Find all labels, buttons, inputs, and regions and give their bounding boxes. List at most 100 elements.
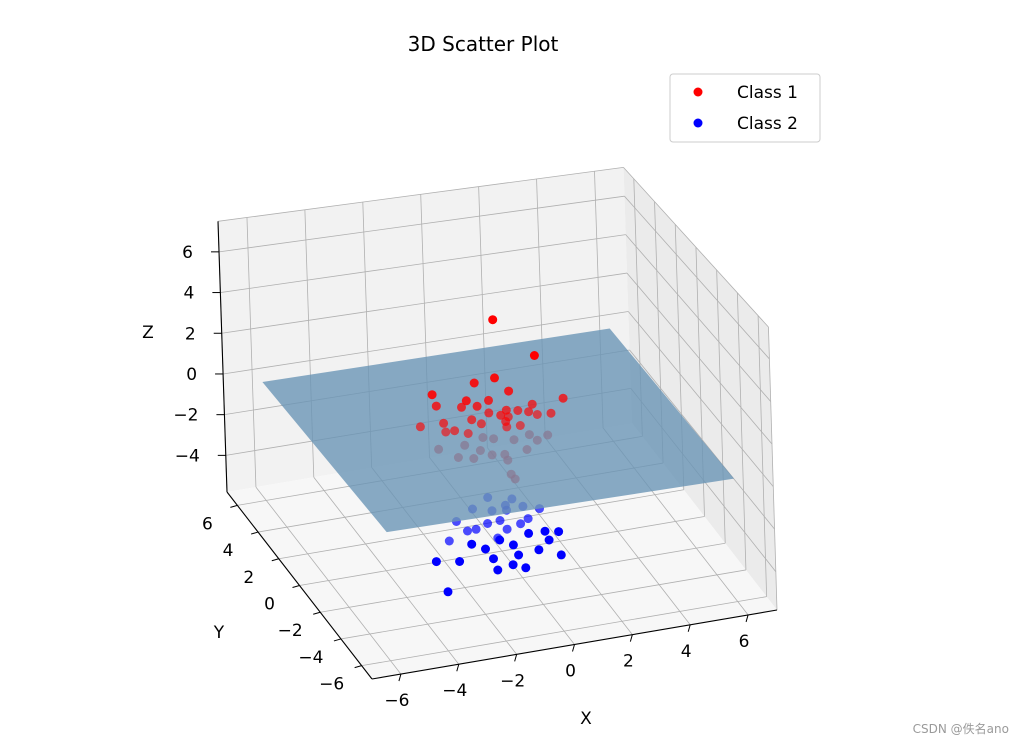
data-point-class-1 xyxy=(463,429,473,438)
z-tick-label: −2 xyxy=(173,406,198,426)
data-point-class-2 xyxy=(523,514,533,524)
x-tick-label: 2 xyxy=(623,652,634,672)
data-point-class-1 xyxy=(472,401,482,411)
data-point-class-2 xyxy=(483,519,493,528)
x-axis-label: X xyxy=(580,709,592,729)
x-tick xyxy=(514,654,518,662)
data-point-class-1 xyxy=(415,422,425,432)
y-tick-label: −4 xyxy=(298,648,323,668)
grid-line-y-side xyxy=(716,269,726,544)
data-point-class-2 xyxy=(508,540,518,550)
data-point-class-1 xyxy=(546,408,556,418)
x-tick-label: 4 xyxy=(681,642,692,662)
grid-line-y-side xyxy=(736,292,747,570)
z-tick-label: 6 xyxy=(182,243,193,263)
x-tick xyxy=(687,624,691,632)
data-point-class-2 xyxy=(493,565,503,575)
y-tick xyxy=(230,504,238,508)
z-axis-label: Z xyxy=(142,323,154,343)
y-tick-label: −2 xyxy=(278,621,303,641)
grid-line-z-back xyxy=(221,272,628,334)
y-tick xyxy=(354,665,362,669)
data-point-class-1 xyxy=(484,408,494,418)
pane-edge xyxy=(623,167,769,328)
y-tick-label: 2 xyxy=(243,568,254,588)
x-tick-label: 0 xyxy=(565,662,576,682)
z-tick-label: 4 xyxy=(184,284,195,304)
data-point-class-2 xyxy=(556,550,566,560)
data-point-class-1 xyxy=(558,393,568,403)
grid-line-y-floor xyxy=(361,596,767,667)
data-point-class-1 xyxy=(441,427,451,437)
y-tick xyxy=(333,638,342,642)
z-axis-line xyxy=(217,221,228,493)
grid-line-z-side xyxy=(626,272,773,445)
data-point-class-1 xyxy=(529,351,539,360)
data-point-class-2 xyxy=(502,524,512,534)
z-tick-label: −4 xyxy=(175,446,200,466)
y-tick xyxy=(292,585,300,588)
legend: Class 1 Class 2 xyxy=(669,73,821,143)
legend-marker-class-1 xyxy=(693,87,703,97)
data-point-class-2 xyxy=(495,535,505,545)
data-point-class-1 xyxy=(524,407,534,417)
data-point-class-2 xyxy=(467,539,477,549)
data-point-class-2 xyxy=(481,544,490,554)
grid-line-y-side xyxy=(757,315,768,597)
data-point-class-1 xyxy=(467,415,477,425)
data-point-class-1 xyxy=(476,419,486,429)
data-point-class-2 xyxy=(554,527,564,537)
grid-line-y-floor xyxy=(340,569,746,640)
data-point-class-1 xyxy=(484,395,493,405)
x-tick xyxy=(398,673,402,682)
data-point-class-2 xyxy=(508,560,518,570)
y-tick-label: −6 xyxy=(319,675,344,695)
data-point-class-1 xyxy=(450,426,460,436)
data-point-class-2 xyxy=(444,536,454,546)
data-point-class-2 xyxy=(455,557,465,566)
legend-box xyxy=(669,73,821,143)
y-axis-label: Y xyxy=(213,623,225,643)
z-tick-label: 2 xyxy=(185,324,196,344)
data-point-class-2 xyxy=(463,526,472,536)
grid-line-y-floor xyxy=(278,489,684,560)
grid-line-z-back xyxy=(220,234,626,293)
data-point-class-1 xyxy=(457,402,466,412)
y-tick xyxy=(271,558,279,562)
plane-surface xyxy=(262,328,734,533)
data-point-class-1 xyxy=(496,410,506,420)
y-tick xyxy=(250,531,259,535)
data-point-class-1 xyxy=(502,422,512,432)
y-tick-label: 4 xyxy=(223,541,234,561)
data-point-class-1 xyxy=(503,412,513,422)
data-point-class-2 xyxy=(524,528,534,538)
y-tick-label: 6 xyxy=(202,514,213,534)
grid-line-y-floor xyxy=(299,516,705,586)
data-point-class-2 xyxy=(431,557,441,567)
y-tick-label: 0 xyxy=(264,595,275,615)
y-tick xyxy=(313,611,321,615)
x-tick xyxy=(572,644,575,652)
data-point-class-2 xyxy=(540,526,550,536)
data-point-class-1 xyxy=(431,401,441,411)
data-point-class-2 xyxy=(521,563,531,573)
watermark: CSDN @佚名ano xyxy=(912,722,1009,736)
legend-label-class-1: Class 1 xyxy=(737,83,798,103)
data-point-class-1 xyxy=(513,406,523,415)
data-point-class-1 xyxy=(461,396,471,406)
grid-line-z-back xyxy=(218,195,625,253)
data-point-class-1 xyxy=(532,410,542,419)
pane-edge xyxy=(768,327,778,611)
x-tick-label: 6 xyxy=(739,632,750,652)
data-point-class-2 xyxy=(471,524,481,534)
z-tick-label: 0 xyxy=(186,365,197,385)
grid-line-z-side xyxy=(627,311,774,487)
grid-line-z-side xyxy=(629,349,775,530)
data-point-class-2 xyxy=(544,535,554,545)
x-tick-label: −2 xyxy=(500,671,525,691)
grid-line-z-side xyxy=(624,195,770,360)
data-point-class-1 xyxy=(504,386,514,396)
x-tick xyxy=(629,634,633,642)
grid-line-z-back xyxy=(223,311,629,375)
